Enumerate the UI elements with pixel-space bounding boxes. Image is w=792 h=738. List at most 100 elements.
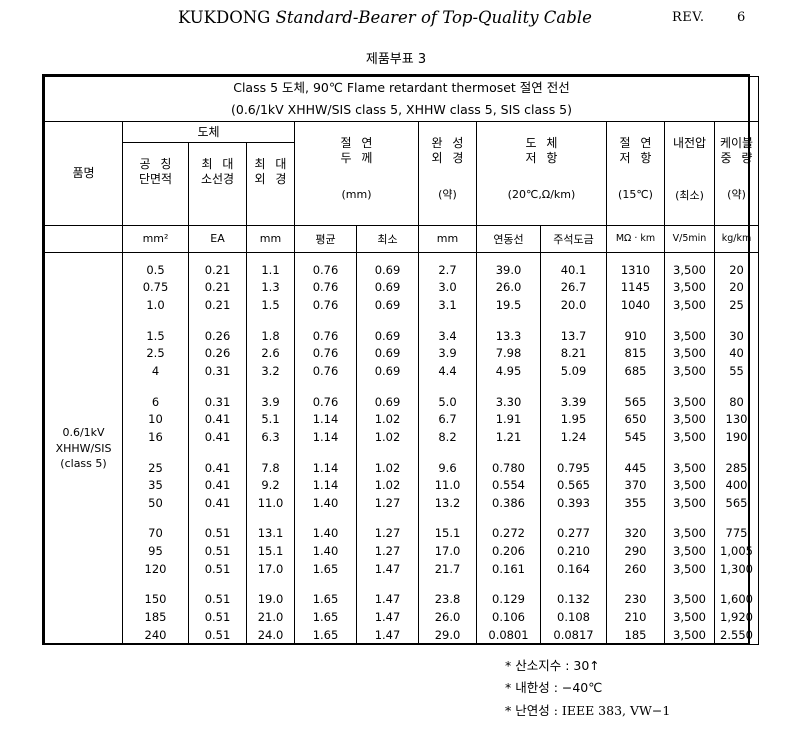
data-cell: 0.21 [204,262,231,277]
header-group-overall-diameter: 완 성 외 경 (약) [418,120,477,226]
data-cell: 0.51 [204,592,231,607]
data-cell: 0.76 [312,346,339,361]
data-cell: 15.1 [434,526,461,541]
row-label-line3: (class 5) [60,457,107,471]
data-cell: 0.41 [204,460,231,475]
note-cold-resistance: * 내한성 : −40℃ [505,680,603,696]
header-nominal-area: 공 칭 단면적 [122,141,189,226]
data-cell: 0.272 [492,526,525,541]
data-cell: 0.41 [204,429,231,444]
data-cell: 20 [729,262,744,277]
data-cell: 0.780 [492,460,525,475]
data-column-thickness-minimum: 0.69 0.69 0.69 0.69 0.69 0.69 0.69 1.02 1.02 1.02… [356,251,419,646]
data-cell: 17.0 [257,561,284,576]
data-cell: 95 [148,544,163,559]
data-cell: 35 [148,478,163,493]
data-cell: 320 [624,526,647,541]
data-cell: 355 [624,495,647,510]
data-cell: 1.14 [312,429,339,444]
data-cell: 1.47 [374,561,401,576]
data-cell: 3.9 [261,394,280,409]
table-title-row: Class 5 도체, 90℃ Flame retardant thermose… [43,76,760,122]
data-cell: 1.27 [374,544,401,559]
data-cell: 0.108 [557,610,590,624]
data-cell: 25 [729,298,744,313]
data-cell: 0.76 [312,328,339,343]
data-cell: 3.0 [438,280,457,295]
data-cell: 190 [725,429,748,444]
data-cell: 0.76 [312,298,339,313]
data-cell: 1,005 [720,544,753,559]
data-cell: 1.65 [312,627,339,642]
data-cell: 9.2 [261,478,280,493]
data-column-tinned-resistance: 40.1 26.7 20.0 13.7 8.21 5.09 3.39 1.95 1.24 0.79… [540,251,607,646]
data-cell: 39.0 [495,262,522,277]
data-cell: 2.550 [720,627,753,642]
unit-cell-withstand-voltage: V/5min [664,224,715,253]
data-cell: 9.6 [438,460,457,475]
data-cell: 0.554 [492,478,525,493]
data-cell: 1,600 [720,592,753,607]
data-cell: 1.40 [312,495,339,510]
unit-cell-overall-diameter: mm [418,224,477,253]
data-cell: 26.0 [495,280,522,295]
data-cell: 23.8 [434,592,461,607]
header-group-insulation-resistance: 절 연 저 항 (15℃) [606,120,665,226]
data-cell: 3,500 [673,495,706,510]
data-cell: 0.164 [557,561,590,576]
data-cell: 545 [624,429,647,444]
data-cell: 11.0 [434,478,461,493]
data-cell: 1.14 [312,412,339,427]
data-cell: 1.91 [495,412,522,427]
data-cell: 0.69 [374,363,401,378]
data-cell: 13.3 [495,328,522,343]
data-cell: 24.0 [257,627,284,642]
data-cell: 1.5 [261,298,280,313]
header-max-outer-diameter: 최 대 외 경 [246,141,295,226]
data-cell: 1.02 [374,460,401,475]
data-cell: 0.206 [492,544,525,559]
data-cell: 0.129 [492,592,525,607]
data-cell: 0.210 [557,544,590,559]
data-cell: 0.69 [374,280,401,295]
data-cell: 0.26 [204,328,231,343]
data-cell: 1.40 [312,526,339,541]
data-cell: 3,500 [673,346,706,361]
unit-cell-nominal-area: mm² [122,224,189,253]
data-cell: 1.65 [312,592,339,607]
data-cell: 70 [148,526,163,541]
data-cell: 1.14 [312,460,339,475]
header-group-withstand-voltage: 내전압 (최소) [664,120,715,226]
data-cell: 0.0801 [488,627,529,642]
data-cell: 1,300 [720,561,753,576]
data-cell: 290 [624,544,647,559]
data-cell: 0.51 [204,544,231,559]
data-cell: 210 [624,610,647,624]
data-cell: 2.5 [146,346,165,361]
data-cell: 185 [144,610,167,624]
table-title-cell: Class 5 도체, 90℃ Flame retardant thermose… [43,76,760,122]
data-cell: 1.5 [146,328,165,343]
data-cell: 1.0 [146,298,165,313]
brand-title: KUKDONG Standard-Bearer of Top-Quality C… [178,8,592,27]
revision-number: 6 [737,10,746,25]
data-cell: 3,500 [673,610,706,624]
data-cell: 1.27 [374,495,401,510]
data-cell: 6.3 [261,429,280,444]
data-column-overall-diameter: 2.7 3.0 3.1 3.4 3.9 4.4 5.0 6.7 8.2 9.6 11.0 13.2 15… [418,251,477,646]
unit-cell-tinned: 주석도금 [540,224,607,253]
data-cell: 230 [624,592,647,607]
header-max-strand-diameter: 최 대 소선경 [188,141,247,226]
data-cell: 1.21 [495,429,522,444]
footer-notes: * 산소지수 : 30↑ * 내한성 : −40℃ * 난연성 : IEEE 3… [505,655,670,722]
data-cell: 0.795 [557,460,590,475]
header-group-conductor: 도체 [122,120,295,143]
data-cell: 6 [151,394,160,409]
data-cell: 1.40 [312,544,339,559]
data-cell: 1.02 [374,412,401,427]
data-cell: 1.24 [560,429,587,444]
data-cell: 1.8 [261,328,280,343]
header-group-conductor-resistance: 도 체 저 항 (20℃,Ω/km) [476,120,607,226]
data-cell: 150 [144,592,167,607]
unit-cell-thickness-average: 평균 [294,224,357,253]
